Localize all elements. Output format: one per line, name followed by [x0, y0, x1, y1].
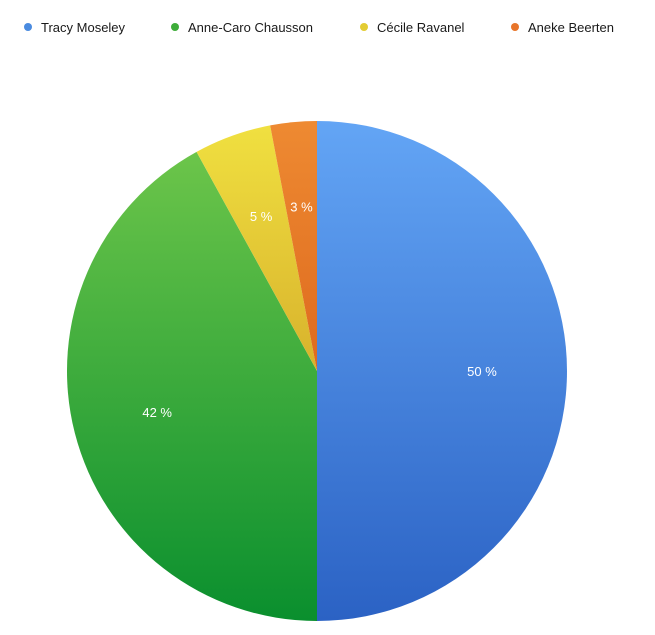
legend-swatch — [24, 23, 32, 31]
pie-slice-anne-caro-chausson[interactable] — [66, 151, 317, 621]
legend-item-aneke-beerten[interactable]: Aneke Beerten — [511, 18, 614, 36]
pie-slice-c-cile-ravanel[interactable] — [196, 125, 317, 371]
legend-item-tracy-moseley[interactable]: Tracy Moseley — [24, 18, 125, 36]
pie-slice-tracy-moseley[interactable] — [317, 121, 567, 621]
legend-item-anne-caro-chausson[interactable]: Anne-Caro Chausson — [171, 18, 313, 36]
legend-item-cecile-ravanel[interactable]: Cécile Ravanel — [360, 18, 464, 36]
pie-slice-aneke-beerten[interactable] — [270, 121, 317, 371]
legend-label: Anne-Caro Chausson — [188, 19, 314, 35]
legend-swatch — [171, 23, 179, 31]
legend-swatch — [511, 23, 519, 31]
legend-swatch — [360, 23, 368, 31]
legend-label: Aneke Beerten — [528, 19, 615, 35]
chart-legend: Tracy Moseley Anne-Caro Chausson Cécile … — [24, 18, 644, 36]
slice-label: 50 % — [467, 364, 497, 379]
slice-label: 42 % — [142, 405, 172, 420]
legend-label: Tracy Moseley — [41, 19, 126, 35]
slice-label: 3 % — [290, 200, 313, 215]
legend-label: Cécile Ravanel — [377, 19, 465, 35]
slice-label: 5 % — [250, 209, 273, 224]
